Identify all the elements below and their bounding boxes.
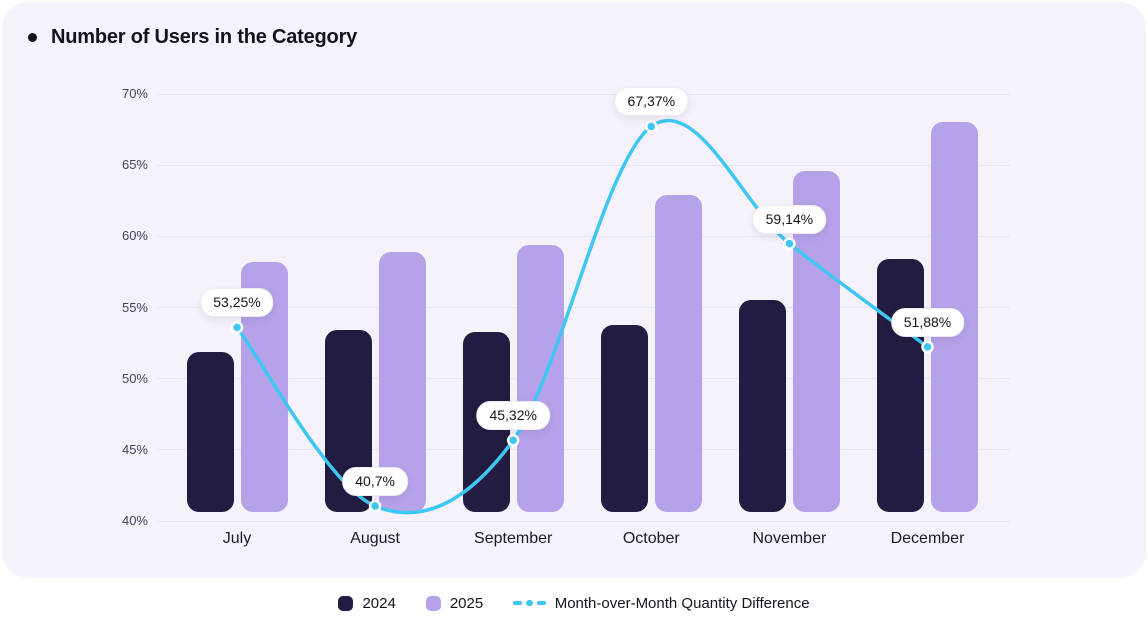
bar-2024-october [600, 324, 648, 512]
legend-swatch-2025 [425, 595, 441, 611]
x-axis-label-september: September [474, 530, 553, 547]
x-axis-label-november: November [752, 530, 827, 547]
gridline-40% [157, 520, 1010, 522]
chart-header: Number of Users in the Category [28, 26, 357, 49]
legend-item-line[interactable]: Month-over-Month Quantity Difference [513, 594, 810, 612]
line-value-label-october: 67,37% [614, 87, 689, 117]
legend-label-2025: 2025 [449, 594, 484, 612]
x-axis-label-august: August [350, 530, 400, 547]
y-axis-label-60%: 60% [121, 228, 148, 244]
y-axis-label-55%: 55% [121, 299, 148, 315]
gridline-60% [157, 235, 1010, 237]
y-axis-label-65%: 65% [121, 157, 148, 173]
legend: 2024 2025 Month-over-Month Quantity Diff… [0, 589, 1148, 617]
x-axis-label-july: July [222, 530, 252, 547]
y-axis-label-50%: 50% [121, 370, 148, 386]
bar-2025-september [516, 244, 564, 512]
legend-label-2024: 2024 [362, 594, 396, 612]
dash-dot-line-icon [513, 599, 546, 607]
bullet-icon [28, 33, 37, 42]
bar-2025-october [654, 195, 702, 512]
gridline-65% [157, 164, 1010, 166]
line-value-label-september: 45,32% [476, 401, 550, 431]
x-axis-label-october: October [622, 530, 680, 547]
chart-title: Number of Users in the Category [51, 26, 358, 48]
legend-label-line: Month-over-Month Quantity Difference [554, 594, 810, 612]
plot-area: 70% 65% 60% 55% 50% 45% 40% 53,25% 40,7% 45,32% 6… [121, 86, 1010, 547]
bar-2024-december [877, 259, 924, 512]
y-axis-label-70%: 70% [121, 86, 148, 101]
line-value-label-november: 59,14% [752, 204, 827, 234]
gridline-70% [157, 93, 1010, 95]
x-axis-label-december: December [890, 530, 965, 547]
y-axis-label-45%: 45% [121, 441, 148, 457]
line-value-label-august: 40,7% [342, 467, 408, 497]
line-point-october [645, 120, 658, 133]
line-value-label-december: 51,88% [890, 307, 965, 337]
legend-item-2024[interactable]: 2024 [338, 594, 396, 612]
bar-2024-november [738, 300, 786, 512]
legend-item-2025[interactable]: 2025 [425, 594, 484, 612]
y-axis-label-40%: 40% [121, 513, 148, 528]
bar-2024-july [186, 351, 234, 512]
legend-swatch-2024 [338, 595, 354, 611]
line-value-label-july: 53,25% [200, 288, 274, 318]
